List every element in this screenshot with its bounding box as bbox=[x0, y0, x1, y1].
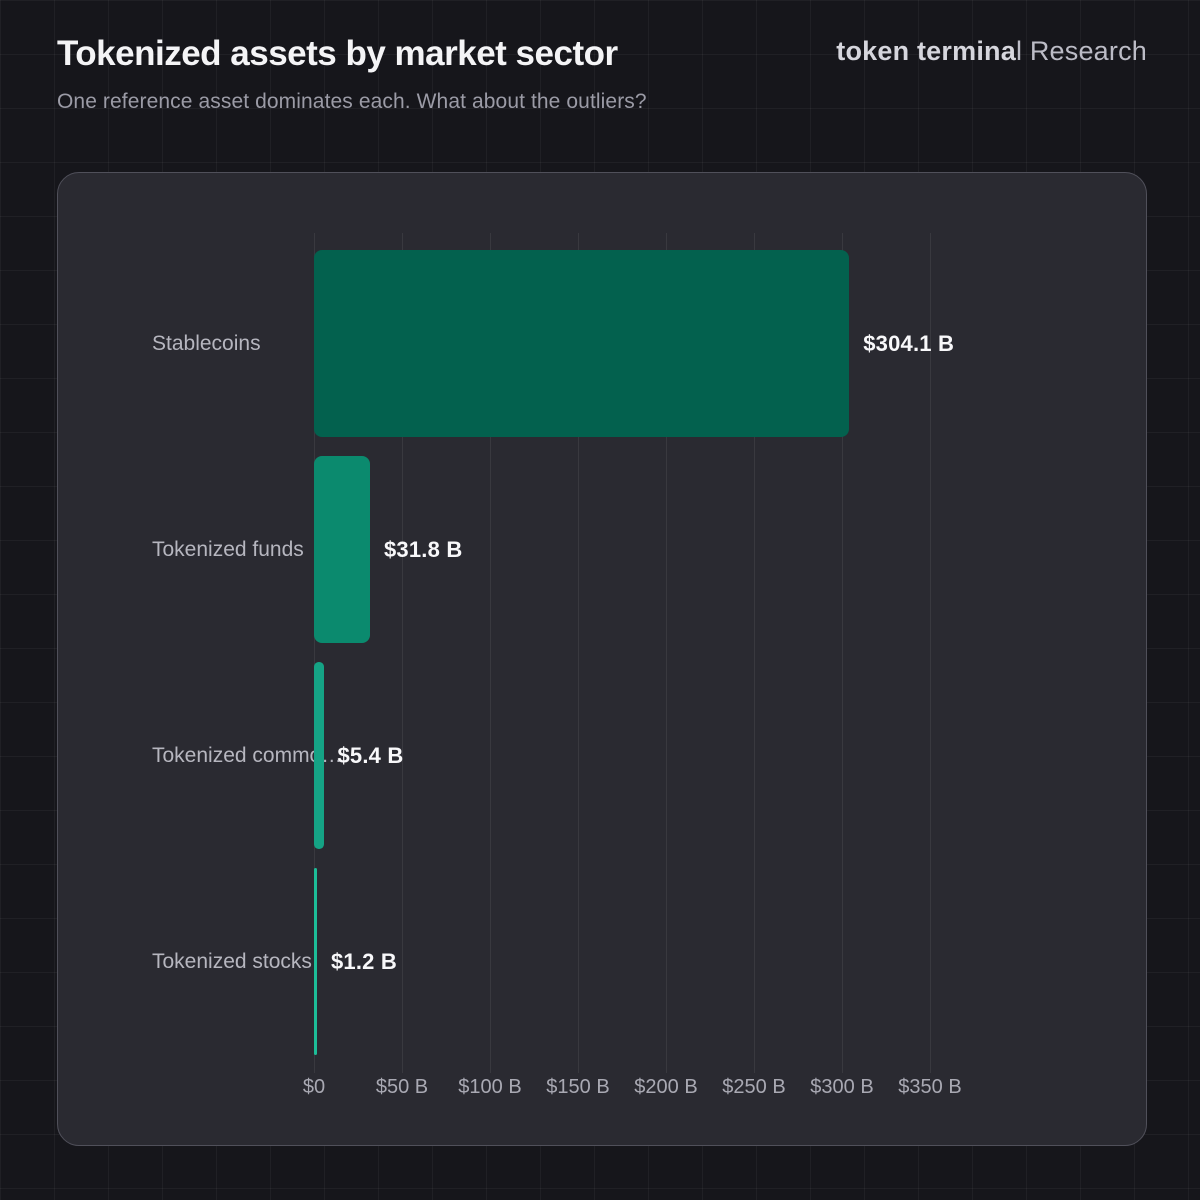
logo-research-label: l Research bbox=[1015, 36, 1147, 66]
x-gridline bbox=[666, 233, 667, 1073]
category-label-tokenized-stocks: Tokenized stocks bbox=[152, 950, 312, 973]
x-gridline bbox=[930, 233, 931, 1073]
value-label-stablecoins: $304.1 B bbox=[863, 331, 955, 356]
bar-row-tokenized-commodities: Tokenized commo… $5.4 B bbox=[58, 653, 1146, 859]
category-label-tokenized-commodities: Tokenized commo… bbox=[152, 744, 343, 767]
token-terminal-logo: token terminal Research bbox=[836, 36, 1147, 67]
bar-row-tokenized-stocks: Tokenized stocks $1.2 B bbox=[58, 859, 1146, 1065]
x-gridline bbox=[314, 233, 315, 1073]
x-gridline bbox=[754, 233, 755, 1073]
bar-row-tokenized-funds: Tokenized funds $31.8 B bbox=[58, 447, 1146, 653]
page-title: Tokenized assets by market sector bbox=[57, 34, 618, 73]
x-tick-label: $0 bbox=[302, 1076, 326, 1098]
bar-stablecoins bbox=[314, 250, 850, 437]
x-tick-label: $200 B bbox=[634, 1076, 698, 1098]
x-tick-label: $150 B bbox=[546, 1076, 610, 1098]
x-gridline bbox=[842, 233, 843, 1073]
value-label-tokenized-stocks: $1.2 B bbox=[331, 949, 398, 974]
category-label-stablecoins: Stablecoins bbox=[152, 332, 261, 355]
logo-wordmark: token termina bbox=[836, 36, 1016, 66]
bar-tokenized-commodities bbox=[314, 662, 324, 849]
category-label-tokenized-funds: Tokenized funds bbox=[152, 538, 304, 561]
x-gridline bbox=[402, 233, 403, 1073]
bar-row-stablecoins: Stablecoins $304.1 B bbox=[58, 241, 1146, 447]
chart-panel: $0 $50 B $100 B $150 B $200 B $250 B $300 B $35… bbox=[57, 172, 1147, 1146]
page-subtitle: One reference asset dominates each. What… bbox=[57, 90, 647, 113]
bar-tokenized-stocks bbox=[314, 868, 317, 1055]
x-tick-label: $100 B bbox=[458, 1076, 522, 1098]
x-gridline bbox=[490, 233, 491, 1073]
x-tick-label: $50 B bbox=[375, 1076, 429, 1098]
value-label-tokenized-commodities: $5.4 B bbox=[337, 743, 404, 768]
bar-tokenized-funds bbox=[314, 456, 370, 643]
x-tick-label: $250 B bbox=[722, 1076, 786, 1098]
x-tick-label: $350 B bbox=[898, 1076, 962, 1098]
x-gridline bbox=[578, 233, 579, 1073]
value-label-tokenized-funds: $31.8 B bbox=[383, 537, 463, 562]
x-tick-label: $300 B bbox=[810, 1076, 874, 1098]
